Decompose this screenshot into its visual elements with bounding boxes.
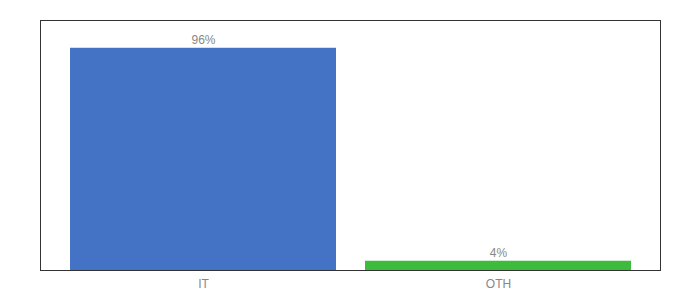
svg-text:OTH: OTH bbox=[486, 277, 511, 291]
svg-text:4%: 4% bbox=[490, 246, 508, 260]
svg-text:IT: IT bbox=[198, 277, 209, 291]
svg-text:96%: 96% bbox=[191, 33, 215, 47]
